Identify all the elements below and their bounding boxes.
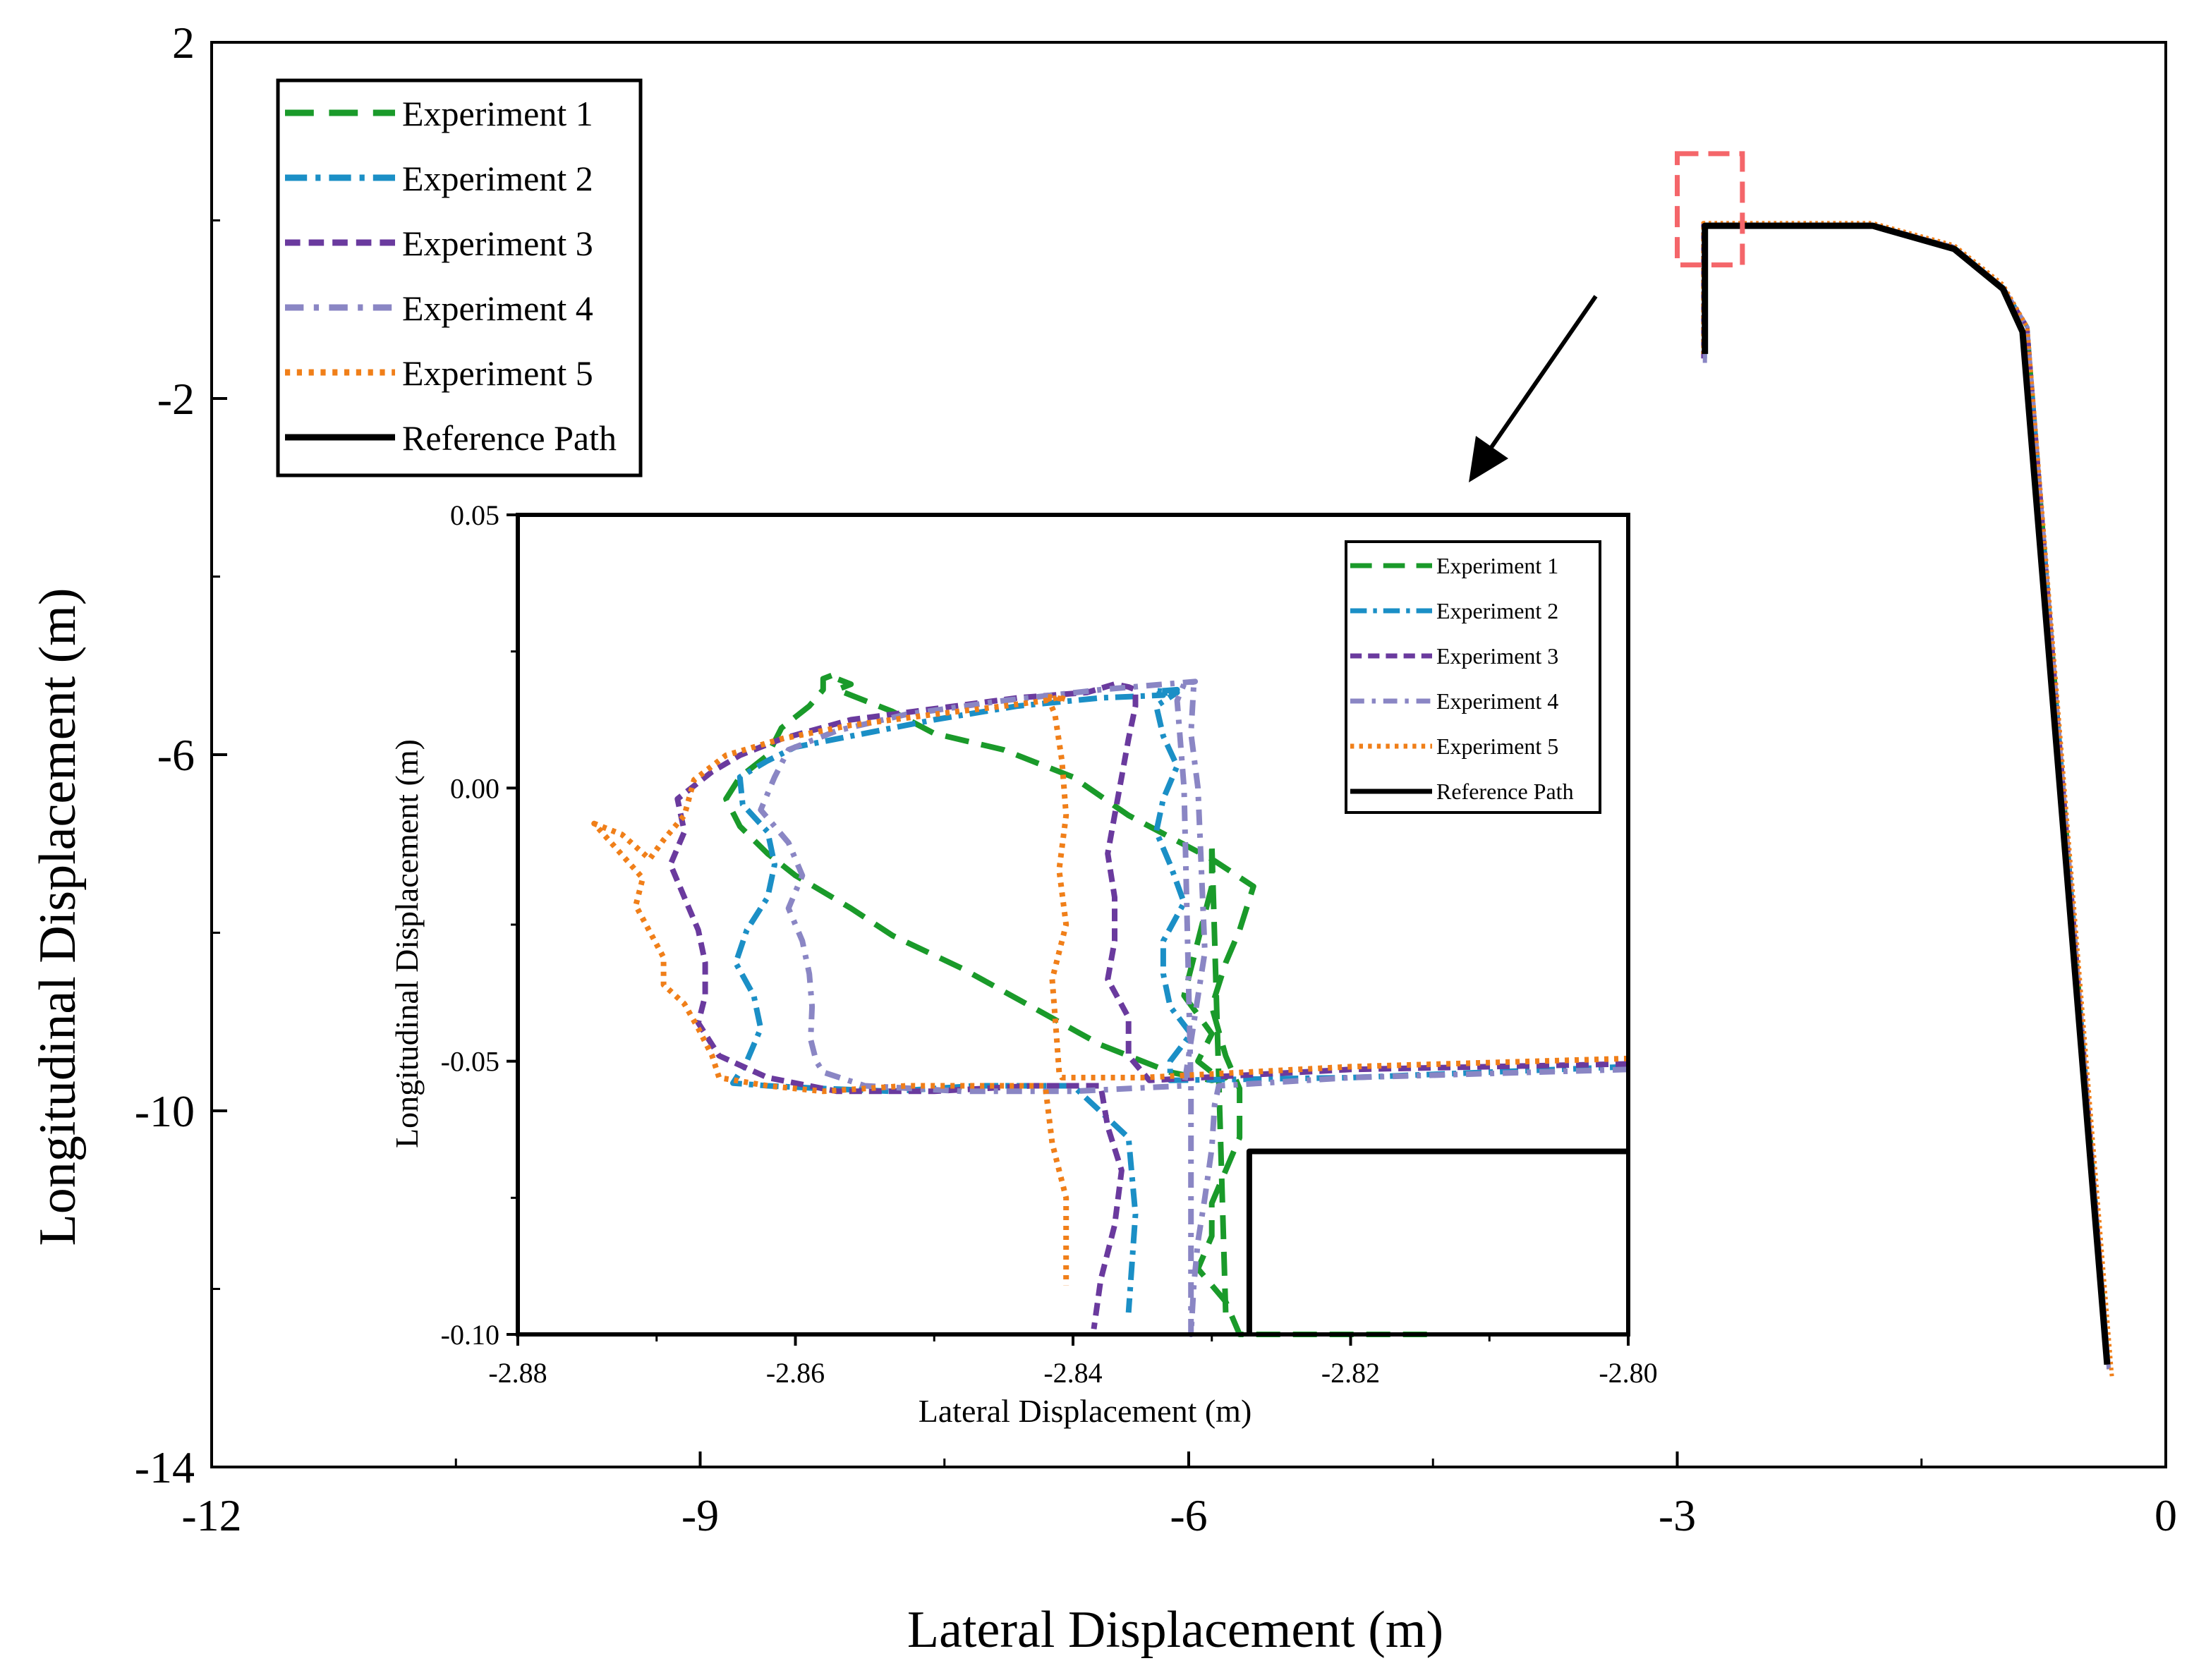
main-legend-label: Experiment 5 <box>402 353 593 393</box>
inset-y-tick-label: 0.05 <box>450 499 499 531</box>
main-legend-label: Experiment 3 <box>402 224 593 263</box>
inset-series-experiment-3 <box>667 681 1629 1329</box>
main-legend-label: Experiment 4 <box>402 288 593 328</box>
main-y-tick-label: -10 <box>135 1086 195 1136</box>
main-y-tick-label: -6 <box>157 730 195 780</box>
main-ticks <box>210 41 2167 1468</box>
inset-legend-label: Experiment 2 <box>1436 598 1558 623</box>
inset-legend-label: Experiment 3 <box>1436 643 1558 669</box>
inset-x-tick-label: -2.84 <box>1043 1357 1102 1389</box>
main-series-group <box>1701 221 2114 1379</box>
inset-x-axis-label: Lateral Displacement (m) <box>919 1393 1252 1429</box>
main-legend-frame <box>276 78 643 477</box>
inset-x-tick-label: -2.86 <box>766 1357 825 1389</box>
main-x-tick-label: -6 <box>1170 1490 1207 1540</box>
zoom-arrow <box>1469 295 1598 482</box>
inset-series-group <box>591 670 1629 1337</box>
main-series-reference-path <box>1702 222 2111 1365</box>
main-x-axis-label: Lateral Displacement (m) <box>907 1601 1443 1659</box>
inset-ticks <box>507 513 1630 1346</box>
main-y-tick-label: -14 <box>135 1442 195 1492</box>
inset-legend-frame <box>1345 540 1601 814</box>
inset-series-experiment-4 <box>758 678 1629 1337</box>
main-legend-items: Experiment 1 Experiment 2 Experiment 3 Expe… <box>285 94 617 458</box>
main-x-tick-label: -3 <box>1659 1490 1696 1540</box>
main-y-axis-label: Longitudinal Displacement (m) <box>29 588 87 1246</box>
inset-series-experiment-5 <box>591 693 1629 1286</box>
inset-y-tick-label: -0.10 <box>441 1319 499 1351</box>
inset-series-reference-path <box>1246 1148 1628 1334</box>
inset-legend-label: Experiment 4 <box>1436 688 1558 714</box>
inset-y-tick-label: 0.00 <box>450 772 499 804</box>
main-series-experiment-4 <box>1702 222 2111 1370</box>
main-tick-labels: -12 -9 -6 -3 0 2 -2 -6 -10 -14 <box>135 18 2177 1540</box>
inset-chart: -2.88 -2.86 -2.84 -2.82 -2.80 0.05 0.00 -0.05 -0… <box>389 499 1658 1429</box>
inset-y-tick-label: -0.05 <box>441 1046 499 1078</box>
main-series-experiment-1 <box>1702 222 2111 1370</box>
main-x-tick-label: -12 <box>181 1490 241 1540</box>
main-legend-label: Experiment 1 <box>402 94 593 133</box>
inset-legend-label: Experiment 5 <box>1436 734 1558 759</box>
inset-y-axis-label: Longitudinal Displacement (m) <box>389 739 425 1148</box>
zoom-highlight-box <box>1675 151 1745 268</box>
inset-x-tick-label: -2.82 <box>1321 1357 1380 1389</box>
main-legend-label: Experiment 2 <box>402 159 593 198</box>
main-x-tick-label: 0 <box>2154 1490 2177 1540</box>
main-x-tick-label: -9 <box>681 1490 719 1540</box>
main-series-experiment-3 <box>1701 222 2111 1370</box>
main-legend: Experiment 1 Experiment 2 Experiment 3 Expe… <box>276 78 643 477</box>
main-series-experiment-2 <box>1702 222 2111 1370</box>
inset-legend-label: Reference Path <box>1436 779 1574 804</box>
main-y-tick-label: 2 <box>172 18 195 68</box>
inset-tick-labels: -2.88 -2.86 -2.84 -2.82 -2.80 0.05 0.00 -0.05 -0… <box>441 499 1658 1389</box>
inset-x-tick-label: -2.80 <box>1599 1357 1657 1389</box>
inset-legend: Experiment 1 Experiment 2 Experiment 3 Expe… <box>1345 540 1601 814</box>
inset-legend-label: Experiment 1 <box>1436 553 1558 578</box>
inset-legend-items: Experiment 1 Experiment 2 Experiment 3 Expe… <box>1350 553 1574 804</box>
main-series-experiment-5 <box>1701 221 2114 1379</box>
main-legend-label: Reference Path <box>402 418 617 458</box>
main-y-tick-label: -2 <box>157 374 195 424</box>
inset-x-tick-label: -2.88 <box>488 1357 547 1389</box>
